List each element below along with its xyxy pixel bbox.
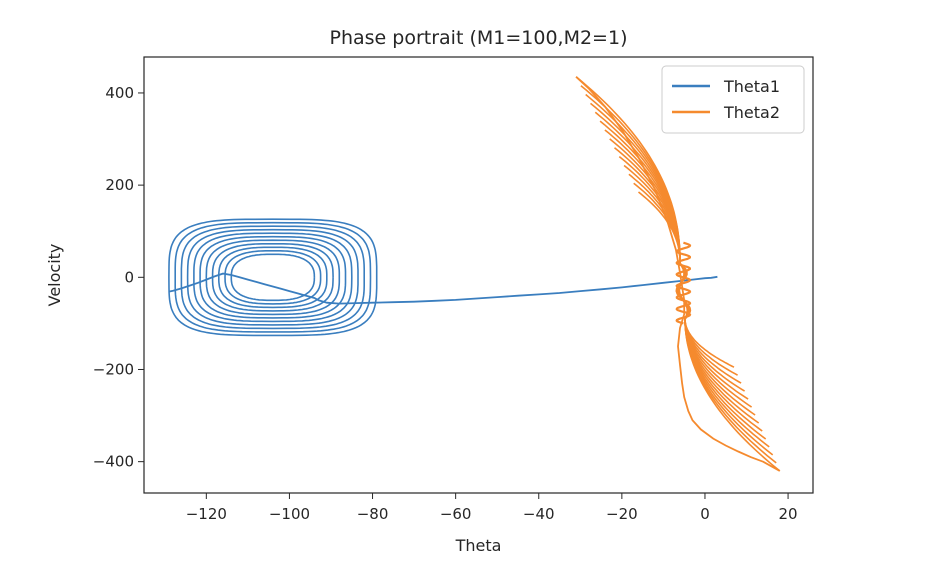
- legend-label-theta1: Theta1: [723, 77, 780, 96]
- theta1-limit-cycle-loop: [199, 235, 347, 319]
- plot-area: [168, 76, 781, 472]
- theta1-limit-cycle-loop: [168, 218, 378, 337]
- axes-frame: [143, 56, 814, 494]
- x-tick-label: 0: [700, 505, 710, 523]
- x-tick-label: −120: [186, 505, 227, 523]
- legend-box: [661, 65, 805, 134]
- x-tick-label: −60: [440, 505, 472, 523]
- theta1-limit-cycle-loop: [205, 239, 341, 316]
- theta1-line: [168, 272, 718, 305]
- x-tick-label: −40: [523, 505, 555, 523]
- theta2-core: [675, 241, 692, 325]
- theta1-limit-cycle-loop: [193, 232, 353, 323]
- y-axis-label: Velocity: [45, 244, 64, 307]
- y-tick-label: 0: [124, 268, 134, 286]
- x-tick-label: −80: [357, 505, 389, 523]
- legend: Theta1 Theta2: [661, 65, 805, 134]
- theta2-line: [575, 76, 781, 472]
- theta1-limit-cycle-loop: [218, 246, 328, 309]
- x-axis-label: Theta: [455, 536, 502, 555]
- y-tick-label: 200: [105, 176, 134, 194]
- theta1-limit-cycle-loop: [174, 221, 372, 333]
- theta1-limit-cycle-loop: [224, 250, 322, 305]
- y-tick-label: 400: [105, 84, 134, 102]
- y-tick-label: −400: [93, 453, 134, 471]
- y-tick-label: −200: [93, 360, 134, 378]
- x-tick-label: −100: [269, 505, 310, 523]
- legend-label-theta2: Theta2: [723, 103, 780, 122]
- x-tick-label: −20: [606, 505, 638, 523]
- chart-title: Phase portrait (M1=100,M2=1): [330, 27, 628, 49]
- x-tick-label: 20: [779, 505, 798, 523]
- theta1-limit-cycle-loop: [186, 228, 359, 326]
- theta1-limit-cycle-loop: [180, 225, 365, 330]
- theta1-limit-cycle-loop: [230, 253, 316, 302]
